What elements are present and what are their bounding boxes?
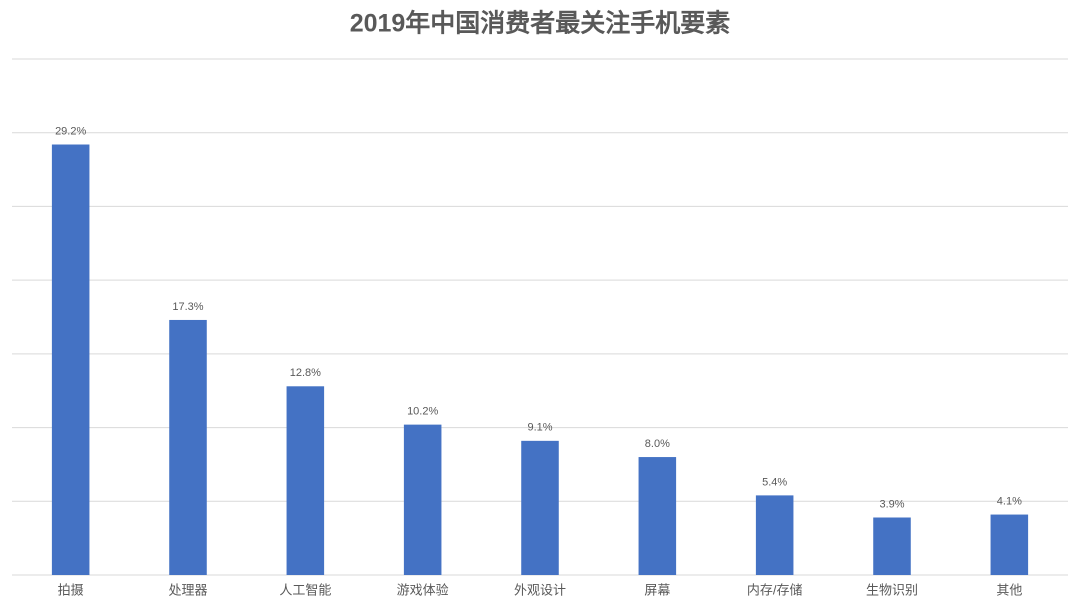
bar — [873, 517, 911, 575]
bar — [169, 319, 207, 575]
x-tick-label: 人工智能 — [279, 582, 331, 597]
value-label: 4.1% — [997, 495, 1022, 507]
bar — [286, 386, 325, 575]
value-label: 3.9% — [879, 498, 904, 510]
value-label: 12.8% — [290, 367, 321, 379]
bar — [51, 144, 90, 575]
value-label: 8.0% — [645, 438, 670, 450]
value-label: 29.2% — [55, 125, 86, 137]
value-label: 5.4% — [762, 476, 787, 488]
x-tick-label: 屏幕 — [644, 582, 670, 597]
bar — [990, 514, 1029, 575]
value-label: 17.3% — [172, 301, 203, 313]
bar — [521, 440, 559, 575]
x-tick-label: 拍摄 — [58, 582, 84, 597]
x-tick-label: 处理器 — [168, 582, 207, 597]
x-tick-label: 游戏体验 — [397, 582, 449, 597]
chart-title: 2019年中国消费者最关注手机要素 — [350, 9, 731, 38]
bar — [638, 457, 677, 575]
x-tick-label: 外观设计 — [514, 582, 566, 597]
bar — [403, 424, 442, 575]
bar — [755, 495, 794, 575]
value-label: 9.1% — [527, 422, 552, 434]
x-tick-label: 生物识别 — [866, 582, 918, 597]
x-tick-label: 其他 — [996, 582, 1022, 597]
value-label: 10.2% — [407, 406, 438, 418]
x-tick-label: 内存/存储 — [747, 582, 803, 597]
